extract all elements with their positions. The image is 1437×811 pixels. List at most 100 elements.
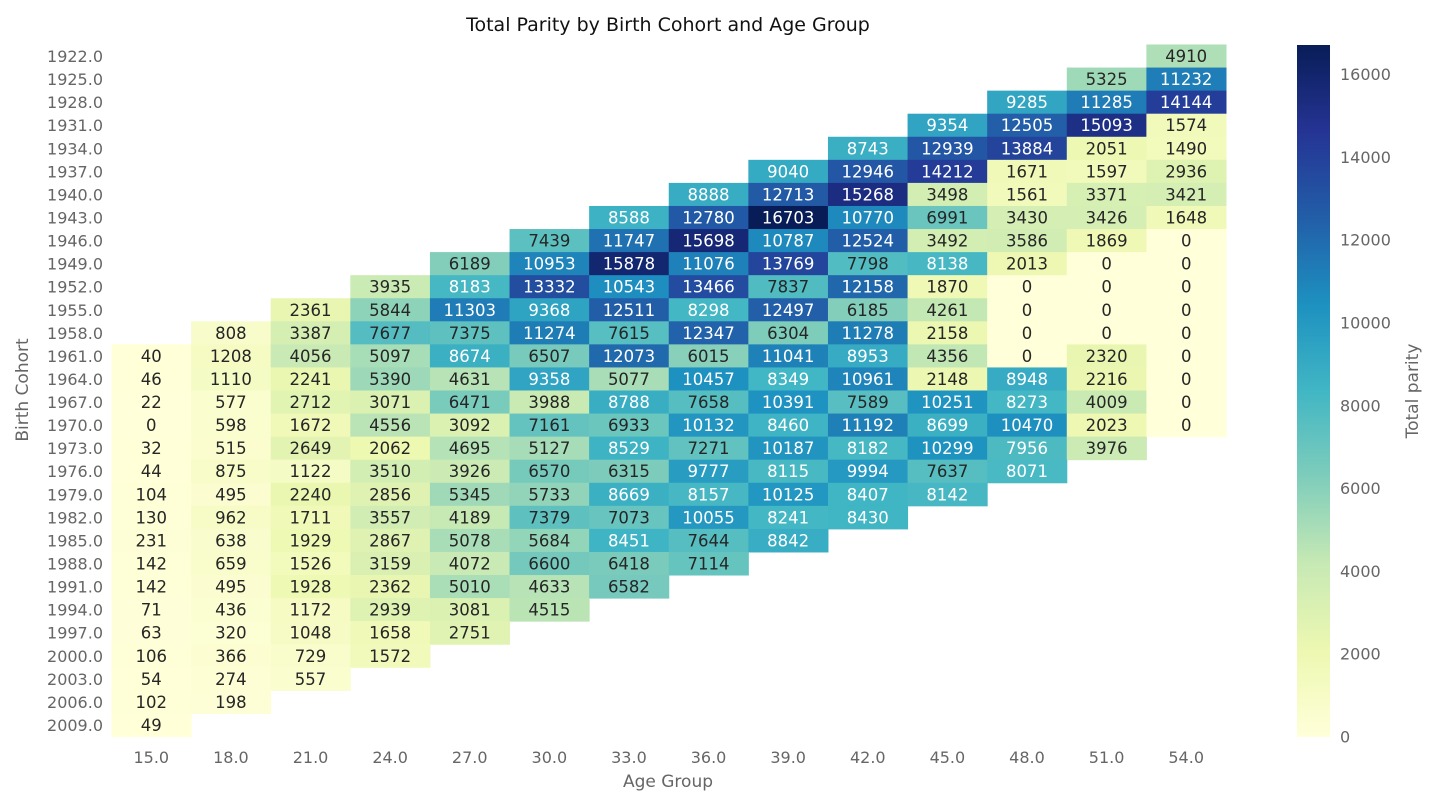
colorbar-tick-label: 4000 [1340, 562, 1381, 581]
cell-rect [1146, 205, 1227, 230]
heatmap-cell: 1572 [350, 644, 431, 668]
cell-rect [668, 182, 749, 207]
cell-value-label: 1597 [1086, 162, 1128, 181]
cell-value-label: 0 [1101, 301, 1112, 320]
heatmap-cell: 1526 [270, 551, 351, 576]
cell-rect [748, 229, 829, 253]
heatmap-cell: 1110 [191, 367, 272, 391]
cell-rect [589, 321, 670, 345]
cell-rect [509, 275, 590, 299]
heatmap-cell: 8669 [589, 482, 670, 507]
cell-value-label: 6600 [528, 555, 570, 574]
heatmap-cell: 11303 [429, 298, 511, 322]
cell-rect [429, 459, 511, 484]
heatmap-cell: 7114 [668, 551, 749, 576]
cell-value-label: 12524 [842, 232, 895, 251]
cell-value-label: 13332 [523, 278, 576, 297]
cell-value-label: 1672 [290, 416, 332, 435]
cell-value-label: 436 [215, 601, 247, 620]
cell-rect [827, 390, 909, 415]
cell-value-label: 8699 [926, 416, 968, 435]
cell-rect [987, 252, 1068, 276]
heatmap-cell: 7439 [509, 229, 590, 253]
cell-rect [270, 621, 351, 645]
cell-rect [350, 459, 431, 484]
cell-rect [668, 390, 749, 415]
x-tick-label: 21.0 [293, 748, 329, 767]
heatmap-cell: 3492 [907, 229, 988, 253]
x-tick-label: 27.0 [452, 748, 488, 767]
cell-rect [589, 482, 670, 507]
heatmap-cell: 2361 [270, 298, 351, 322]
y-tick-label: 1922.0 [47, 47, 103, 66]
cell-rect [1066, 275, 1147, 299]
cell-rect [191, 528, 272, 553]
cell-rect [987, 275, 1068, 299]
cell-rect [907, 113, 988, 138]
heatmap-cell: 10125 [748, 482, 829, 507]
heatmap-cell: 13769 [748, 252, 829, 276]
cell-rect [589, 344, 670, 368]
cell-rect [1146, 136, 1227, 161]
heatmap-cell: 9368 [509, 298, 590, 322]
y-tick-label: 1928.0 [47, 93, 103, 112]
cell-rect [1066, 390, 1147, 415]
cell-value-label: 5325 [1086, 70, 1128, 89]
heatmap-cell: 1869 [1066, 229, 1147, 253]
cell-rect [827, 275, 909, 299]
heatmap-cell: 5077 [589, 367, 670, 391]
heatmap-cell: 22 [111, 390, 192, 415]
cell-value-label: 4356 [926, 347, 968, 366]
cell-value-label: 6189 [449, 255, 491, 274]
cell-value-label: 10391 [762, 393, 815, 412]
heatmap-cell: 15878 [589, 252, 670, 276]
cell-rect [509, 390, 590, 415]
heatmap-cell: 12347 [668, 321, 749, 345]
heatmap-cell: 3387 [270, 321, 351, 345]
cell-value-label: 10543 [603, 278, 656, 297]
cell-rect [589, 551, 670, 576]
cell-rect [1066, 413, 1147, 438]
cell-value-label: 3159 [369, 555, 411, 574]
cell-rect [350, 575, 431, 599]
heatmap-cell: 10299 [907, 436, 988, 461]
cell-value-label: 8430 [847, 508, 889, 527]
cell-value-label: 8183 [449, 278, 491, 297]
x-tick-label: 42.0 [850, 748, 886, 767]
cell-rect [748, 436, 829, 461]
cell-rect [509, 229, 590, 253]
cell-value-label: 3430 [1006, 209, 1048, 228]
cell-rect [1066, 298, 1147, 322]
y-tick-label: 1949.0 [47, 255, 103, 274]
cell-value-label: 1671 [1006, 162, 1048, 181]
cell-rect [270, 528, 351, 553]
heatmap-cell: 12158 [827, 275, 909, 299]
cell-rect [350, 598, 431, 622]
cell-value-label: 3498 [926, 185, 968, 204]
cell-value-label: 8743 [847, 139, 889, 158]
cell-value-label: 6471 [449, 393, 491, 412]
heatmap-cell: 9777 [668, 459, 749, 484]
cell-value-label: 5077 [608, 370, 650, 389]
heatmap-cell: 7589 [827, 390, 909, 415]
cell-rect [987, 136, 1068, 161]
cell-rect [987, 90, 1068, 115]
cell-value-label: 10251 [921, 393, 974, 412]
cell-value-label: 8407 [847, 485, 889, 504]
heatmap-cell: 8157 [668, 482, 749, 507]
x-tick-label: 45.0 [930, 748, 966, 767]
cell-rect [350, 482, 431, 507]
colorbar-tick-label: 6000 [1340, 479, 1381, 498]
cell-value-label: 8138 [926, 255, 968, 274]
cell-value-label: 4009 [1086, 393, 1128, 412]
heatmap-cell: 40 [111, 344, 192, 368]
colorbar-tick-label: 8000 [1340, 396, 1381, 415]
cell-value-label: 5345 [449, 485, 491, 504]
y-tick-label: 2006.0 [47, 693, 103, 712]
heatmap-cell: 495 [191, 575, 272, 599]
cell-rect [748, 367, 829, 391]
heatmap-cell: 1574 [1146, 113, 1227, 138]
cell-rect [429, 482, 511, 507]
cell-rect [668, 528, 749, 553]
cell-value-label: 8888 [688, 185, 730, 204]
